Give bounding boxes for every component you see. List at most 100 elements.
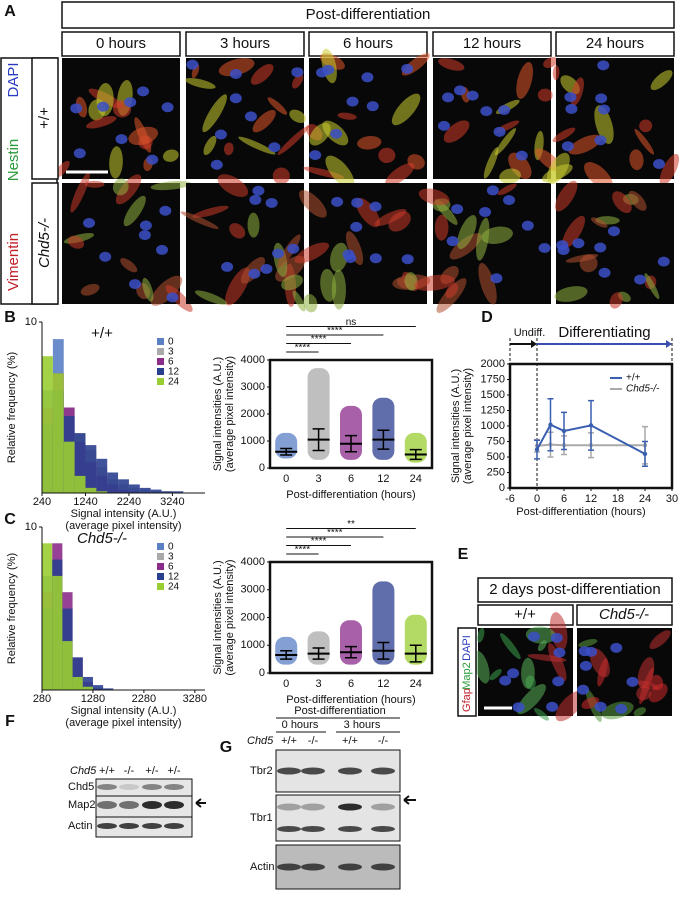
cell (568, 134, 602, 155)
cell (404, 272, 418, 291)
band (142, 823, 162, 829)
nucleus (221, 261, 234, 272)
band (97, 801, 117, 809)
nucleus (486, 185, 499, 196)
band (301, 863, 325, 871)
cell (547, 642, 567, 682)
cell (292, 290, 306, 312)
error-bar (312, 647, 325, 660)
cell (70, 172, 90, 213)
nucleus (546, 701, 559, 712)
time-label: 24 hours (586, 35, 644, 52)
y-axis-label: Signal intensities (A.U.) (212, 357, 224, 471)
legend-swatch (157, 338, 164, 345)
hist-bar (72, 657, 83, 690)
cell (250, 64, 274, 85)
nucleus (499, 675, 512, 686)
time-box (555, 31, 675, 57)
y-tick-label: 1000 (241, 435, 265, 447)
band (142, 801, 162, 809)
cell (552, 65, 560, 81)
cell (229, 223, 246, 239)
legend-label: 6 (168, 562, 174, 573)
nucleus (156, 244, 169, 255)
nucleus (138, 230, 151, 241)
header-box (61, 1, 675, 29)
blot (275, 794, 401, 842)
cell (633, 707, 647, 717)
cell (128, 126, 159, 146)
cell (294, 242, 330, 264)
cell (537, 88, 553, 102)
x-tick-label: 12 (585, 493, 597, 505)
band (277, 803, 301, 811)
legend-swatch (157, 358, 164, 365)
x-tick-label: 24 (410, 678, 422, 690)
nucleus (159, 205, 172, 216)
cell (478, 262, 497, 305)
cell (555, 180, 578, 212)
lane-label: -/- (308, 735, 319, 747)
genotype-label: Chd5-/- (36, 218, 53, 268)
micrograph (186, 58, 304, 179)
panel-label: E (458, 546, 469, 563)
nucleus (438, 120, 451, 131)
stain-label: DAPI (5, 62, 22, 97)
y-tick-label: 0 (259, 667, 265, 679)
legend-swatch (157, 583, 164, 590)
cell (659, 153, 679, 186)
genotype-box (31, 57, 59, 180)
cell (578, 639, 598, 648)
legend-label: 3 (168, 347, 174, 358)
nucleus (229, 93, 242, 104)
nucleus (451, 204, 464, 215)
nucleus (442, 92, 455, 103)
significance-label: ** (347, 519, 355, 530)
nucleus (210, 159, 223, 170)
band (277, 863, 301, 871)
nucleus (598, 104, 611, 115)
lane-label: +/+ (281, 735, 297, 747)
cell (521, 657, 535, 689)
nucleus (361, 72, 374, 83)
nucleus (70, 103, 83, 114)
chart-title: Chd5-/- (77, 530, 127, 547)
panel-label: B (4, 309, 16, 326)
y-axis-label: (average pixel intensity) (224, 559, 236, 675)
x-axis-label: (average pixel intensity) (65, 520, 181, 532)
band (301, 767, 325, 775)
x-tick-label: 1240 (73, 496, 97, 508)
band (164, 784, 184, 790)
error-bar (280, 447, 293, 456)
nucleus (287, 243, 300, 254)
nucleus (331, 196, 344, 207)
nucleus (330, 128, 343, 139)
y-tick-label: 750 (487, 435, 505, 447)
cell (374, 209, 407, 227)
hist-bar (150, 489, 162, 493)
stain-label: Map2 (461, 662, 473, 690)
cell (445, 283, 459, 299)
nucleus (480, 106, 493, 117)
error-bar (345, 434, 357, 453)
nucleus (521, 220, 534, 231)
stain-box (457, 627, 477, 717)
cell (109, 146, 123, 179)
band (164, 823, 184, 829)
legend-swatch (157, 378, 164, 385)
cell (123, 195, 146, 227)
cell (292, 73, 304, 89)
hist-bar (42, 543, 53, 690)
chart-title: +/+ (91, 325, 113, 342)
cell (86, 116, 117, 129)
band (338, 767, 362, 775)
cell (639, 119, 653, 133)
hist-bar (128, 484, 140, 493)
nucleus (309, 150, 322, 161)
nucleus (493, 126, 506, 137)
lane-label: -/- (124, 765, 135, 777)
cell (649, 630, 671, 650)
x-axis-label: Post-differentiation (hours) (286, 694, 415, 706)
hist-bar (139, 487, 151, 493)
legend-label: 0 (168, 542, 174, 553)
